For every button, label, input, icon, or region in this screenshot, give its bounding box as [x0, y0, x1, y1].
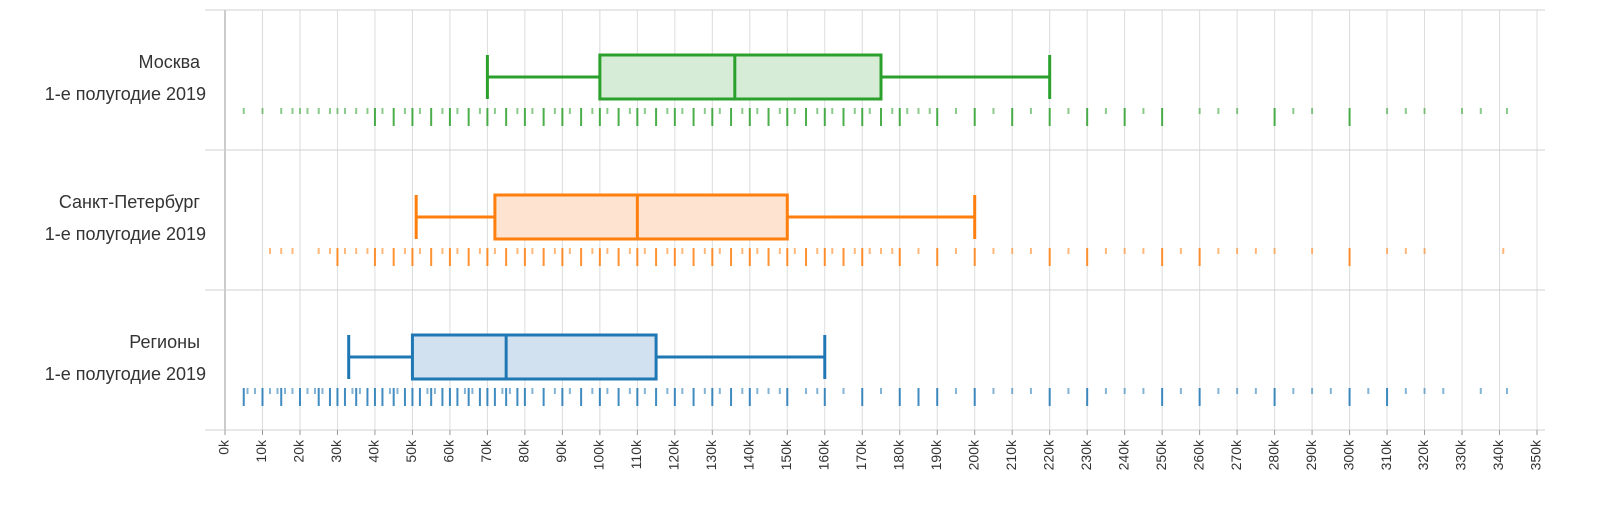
tick-label: 150k — [778, 439, 794, 470]
boxplot-chart: Москва 1-е полугодие 2019 Санкт-Петербург 1… — [0, 0, 1600, 519]
tick-label: 350k — [1528, 439, 1544, 470]
tick-label: 300k — [1340, 439, 1356, 470]
row-label-name: Санкт-Петербург — [59, 192, 201, 212]
tick-label: 240k — [1115, 439, 1131, 470]
tick-label: 260k — [1190, 439, 1206, 470]
tick-label: 250k — [1153, 439, 1169, 470]
tick-label: 100k — [591, 439, 607, 470]
tick-label: 130k — [703, 439, 719, 470]
tick-label: 330k — [1453, 439, 1469, 470]
tick-label: 70k — [478, 439, 494, 463]
series-1 — [244, 55, 1507, 126]
tick-label: 320k — [1415, 439, 1431, 470]
tick-label: 120k — [666, 439, 682, 470]
tick-label: 20k — [291, 439, 307, 463]
tick-label: 10k — [253, 439, 269, 463]
x-axis-ticks: 0k 10k 20k 30k 40k 50k 60k 70k 80k 90k 100k 110k 120… — [216, 430, 1544, 470]
tick-label: 180k — [890, 439, 906, 470]
iqr-box — [495, 195, 787, 239]
tick-label: 50k — [403, 439, 419, 463]
tick-label: 290k — [1303, 439, 1319, 470]
series-layer — [244, 55, 1507, 406]
tick-label: 230k — [1078, 439, 1094, 470]
tick-label: 340k — [1490, 439, 1506, 470]
tick-label: 110k — [628, 439, 644, 469]
tick-label: 190k — [928, 439, 944, 470]
tick-label: 200k — [965, 439, 981, 470]
tick-label: 30k — [328, 439, 344, 463]
series-3 — [244, 335, 1507, 406]
row-labels: Москва 1-е полугодие 2019 Санкт-Петербург 1… — [45, 52, 206, 384]
row-label-period: 1-е полугодие 2019 — [45, 364, 206, 384]
tick-label: 210k — [1003, 439, 1019, 470]
tick-label: 90k — [553, 439, 569, 463]
row-label-name: Москва — [139, 52, 201, 72]
tick-label: 280k — [1265, 439, 1281, 470]
row-label-period: 1-е полугодие 2019 — [45, 224, 206, 244]
tick-label: 140k — [741, 439, 757, 470]
tick-label: 80k — [516, 439, 532, 463]
tick-label: 40k — [366, 439, 382, 463]
iqr-box — [412, 335, 656, 379]
series-2 — [270, 195, 1503, 266]
tick-label: 160k — [815, 439, 831, 470]
tick-label: 0k — [216, 439, 232, 455]
tick-label: 170k — [853, 439, 869, 470]
tick-label: 310k — [1378, 439, 1394, 470]
iqr-box — [600, 55, 881, 99]
row-label-period: 1-е полугодие 2019 — [45, 84, 206, 104]
tick-label: 270k — [1228, 439, 1244, 470]
tick-label: 220k — [1040, 439, 1056, 470]
row-label-name: Регионы — [129, 332, 200, 352]
tick-label: 60k — [441, 439, 457, 463]
